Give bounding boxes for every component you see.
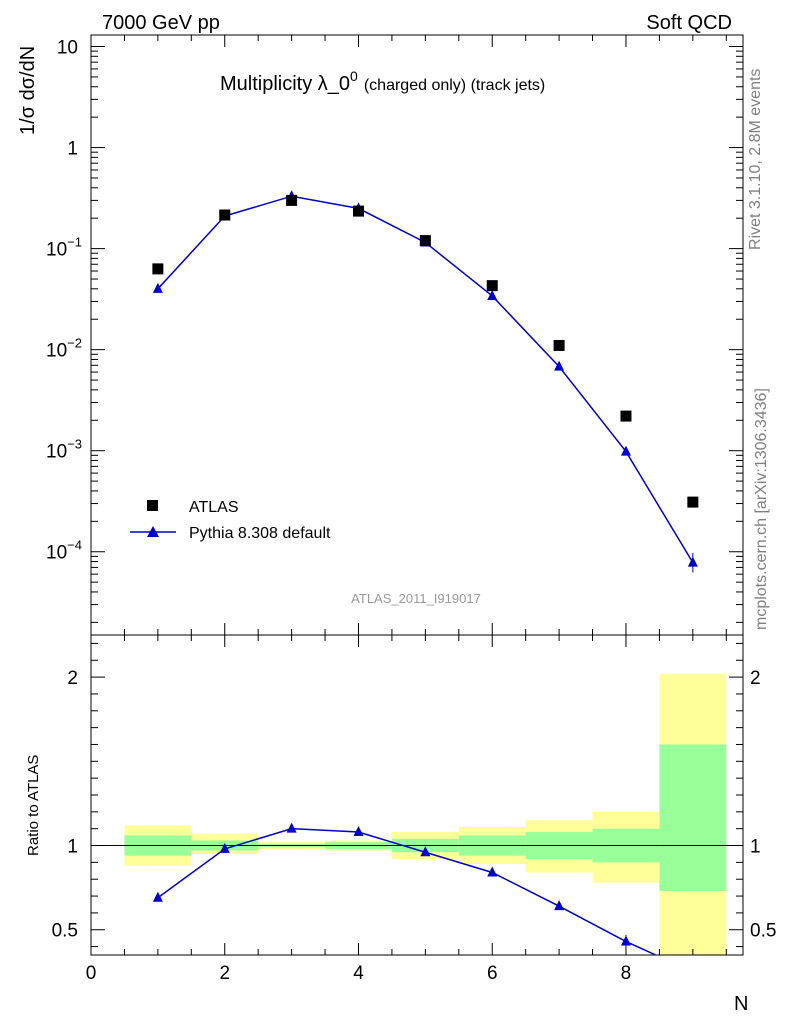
rivet-label: Rivet 3.1.10, 2.8M events (747, 69, 764, 250)
top-ytick-label: 10−4 (46, 538, 82, 564)
mc-point-top (554, 360, 565, 371)
top-ytick-label: 10−3 (46, 437, 82, 463)
top-ytick-label: 1 (67, 139, 78, 160)
top-frame (90, 34, 744, 636)
atlas-series-top (152, 194, 699, 508)
x-tick-labels: 0 2 4 6 8 (86, 963, 632, 984)
top-ytick-label: 10 (57, 38, 78, 59)
ratio-tick-labels: 2 2 1 1 0.5 0.5 (52, 668, 777, 942)
ratio-tick-label-left: 1 (67, 837, 78, 858)
ratio-tick-label-right: 1 (750, 837, 761, 858)
atlas-point (219, 209, 231, 221)
top-ytick-label: 10−1 (46, 235, 82, 261)
mc-point-ratio (487, 866, 498, 877)
legend-atlas-label: ATLAS (189, 499, 239, 516)
title-superscript: 0 (350, 68, 358, 84)
mc-point-ratio (420, 846, 431, 857)
bottom-frame (90, 634, 744, 956)
atlas-point (553, 339, 565, 351)
plot-title: Multiplicity λ_00 (charged only) (track j… (220, 68, 545, 95)
band-inner (659, 744, 727, 891)
ratio-tick-label-right: 0.5 (750, 921, 776, 942)
atlas-point (687, 496, 699, 508)
mc-point-ratio (152, 891, 163, 902)
legend-pythia-marker (147, 526, 159, 537)
legend-atlas-marker (147, 500, 158, 511)
mc-point-ratio (554, 900, 565, 911)
x-tick-label: 6 (487, 963, 498, 984)
mcplots-label: mcplots.cern.ch [arXiv:1306.3436] (753, 388, 770, 630)
atlas-point (486, 280, 498, 292)
x-tick-label: 8 (621, 963, 632, 984)
header-left: 7000 GeV pp (102, 12, 220, 34)
atlas-point (152, 263, 164, 275)
mc-point-ratio (219, 842, 230, 853)
ratio-bands (124, 673, 727, 955)
mc-point-top (487, 289, 498, 300)
title-main: Multiplicity λ_0 (220, 73, 350, 95)
mc-point-ratio (286, 822, 297, 833)
x-tick-label: 2 (219, 963, 230, 984)
mc-point-ratio (353, 826, 364, 837)
ratio-tick-label-right: 2 (750, 668, 761, 689)
bottom-ylabel: Ratio to ATLAS (25, 755, 42, 856)
atlas-point (352, 205, 364, 217)
mc-point-top (152, 282, 163, 293)
ratio-tick-label-left: 2 (67, 668, 78, 689)
top-ylabel: 1/σ dσ/dN (17, 46, 39, 135)
x-tick-label: 4 (353, 963, 364, 984)
header-right: Soft QCD (646, 12, 732, 34)
watermark: ATLAS_2011_I919017 (351, 591, 481, 606)
x-tick-label: 0 (86, 963, 97, 984)
axis-ticks (90, 35, 743, 955)
title-suffix: (charged only) (track jets) (364, 77, 545, 94)
mc-point-top (620, 445, 631, 456)
atlas-point (419, 235, 431, 247)
atlas-point (286, 194, 298, 206)
top-ytick-labels: 10 1 10−1 10−2 10−3 10−4 (46, 38, 82, 564)
xlabel: N (734, 993, 748, 1015)
atlas-point (620, 410, 632, 422)
mc-series-ratio (152, 822, 657, 956)
ratio-tick-label-left: 0.5 (52, 921, 78, 942)
top-ytick-label: 10−2 (46, 336, 82, 362)
legend-pythia-label: Pythia 8.308 default (189, 525, 331, 542)
